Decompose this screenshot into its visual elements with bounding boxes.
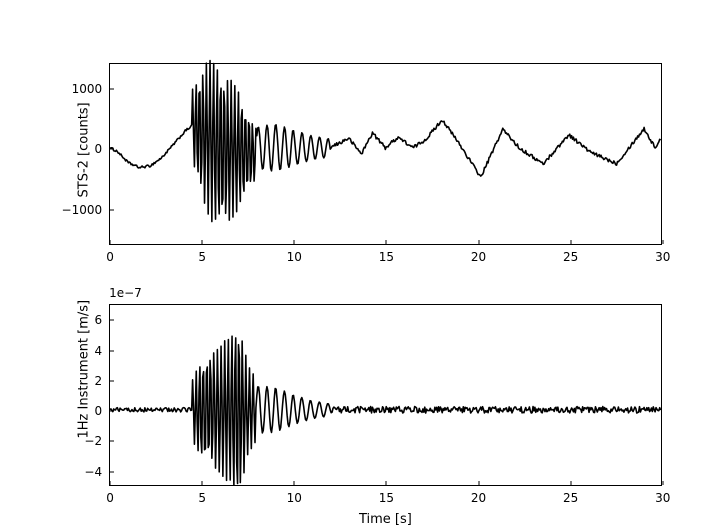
xtick-label: 5 [198, 491, 206, 505]
figure: 051015202530−100001000 STS-2 [counts] 05… [0, 0, 704, 528]
ytick-label: −4 [84, 465, 102, 479]
xtick-label: 20 [471, 491, 486, 505]
waveform [110, 64, 661, 244]
subplot-bottom: 051015202530−4−20246 [109, 304, 662, 486]
xtick-label: 0 [106, 250, 114, 264]
ylabel-bottom: 1Hz Instrument [m/s] [77, 348, 92, 438]
y-offset-bottom: 1e−7 [109, 286, 142, 300]
xtick-label: 15 [379, 491, 394, 505]
ytick-label: 0 [94, 142, 102, 156]
xtick-label: 30 [655, 491, 670, 505]
ytick-label: −1000 [62, 203, 103, 217]
waveform [110, 305, 661, 485]
ytick-label: 4 [94, 344, 102, 358]
xlabel-bottom: Time [s] [109, 512, 662, 527]
subplot-top: 051015202530−100001000 [109, 63, 662, 245]
xtick-label: 10 [287, 491, 302, 505]
ytick-label: 6 [94, 313, 102, 327]
xtick-label: 25 [563, 491, 578, 505]
xtick-label: 15 [379, 250, 394, 264]
xtick-label: 20 [471, 250, 486, 264]
xtick-label: 5 [198, 250, 206, 264]
xtick-label: 25 [563, 250, 578, 264]
xtick-label: 30 [655, 250, 670, 264]
ytick-label: 1000 [72, 82, 103, 96]
ytick-label: 2 [94, 374, 102, 388]
ytick-label: 0 [94, 404, 102, 418]
ylabel-top: STS-2 [counts] [77, 108, 92, 198]
xtick-label: 0 [106, 491, 114, 505]
xtick-label: 10 [287, 250, 302, 264]
